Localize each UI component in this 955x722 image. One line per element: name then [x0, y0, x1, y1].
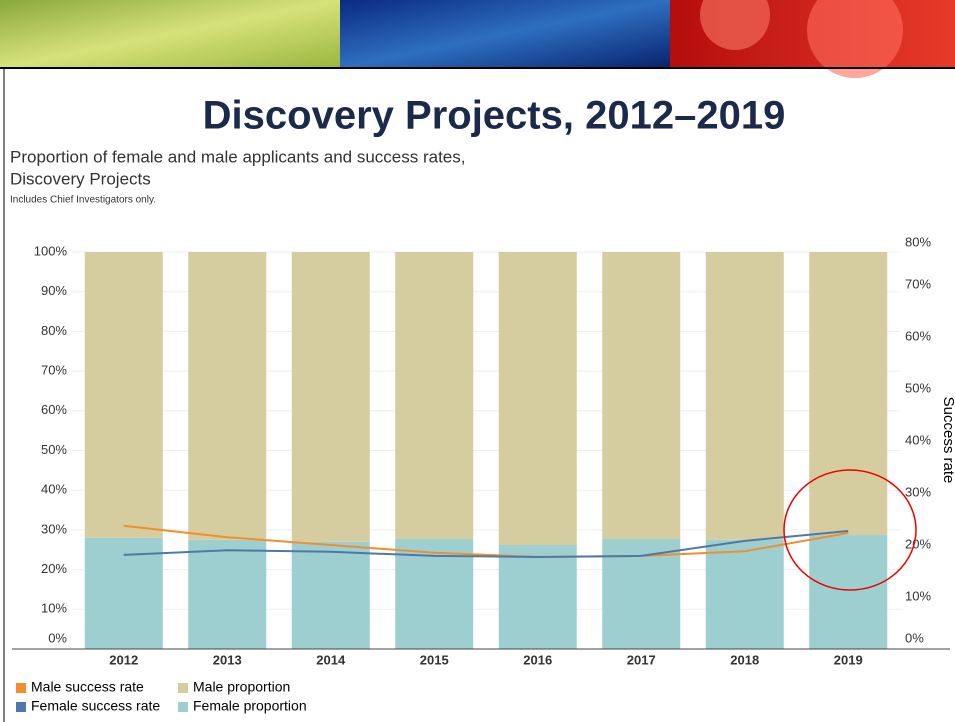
y2-tick-label: 0% — [905, 630, 924, 645]
x-tick-label: 2014 — [316, 652, 346, 667]
y2-tick-label: 80% — [905, 234, 931, 249]
legend-label: Female proportion — [193, 698, 307, 714]
subtitle: Discovery Projects — [10, 169, 151, 188]
bar-segment — [188, 252, 266, 540]
y2-tick-label: 50% — [905, 380, 931, 395]
y2-tick-label: 40% — [905, 432, 931, 447]
note: Includes Chief Investigators only. — [10, 195, 156, 206]
x-tick-label: 2012 — [109, 652, 138, 667]
bar-segment — [499, 545, 577, 649]
legend-swatch — [16, 683, 26, 693]
bar-segment — [188, 540, 266, 649]
banner — [0, 0, 955, 78]
y-tick-label: 60% — [41, 402, 67, 417]
bar-segment — [499, 252, 577, 545]
slide: Discovery Projects, 2012–2019 Proportion… — [0, 0, 955, 722]
y2-tick-label: 20% — [905, 536, 931, 551]
bar-segment — [85, 252, 163, 538]
legend-label: Female success rate — [31, 698, 160, 714]
y-tick-label: 70% — [41, 363, 67, 378]
bar-segment — [292, 252, 370, 542]
legend-swatch — [16, 702, 26, 712]
y2-tick-label: 10% — [905, 588, 931, 603]
y-tick-label: 90% — [41, 283, 67, 298]
legend-label: Male success rate — [31, 679, 144, 695]
bar-segment — [706, 540, 784, 649]
y-tick-label: 0% — [48, 630, 67, 645]
bar-segment — [395, 252, 473, 539]
y2-tick-label: 70% — [905, 276, 931, 291]
x-tick-label: 2016 — [523, 652, 552, 667]
y-tick-label: 100% — [34, 243, 68, 258]
x-tick-label: 2017 — [627, 652, 656, 667]
legend-label: Male proportion — [193, 679, 290, 695]
x-tick-label: 2019 — [834, 652, 863, 667]
bar-segment — [706, 252, 784, 540]
x-tick-label: 2013 — [213, 652, 242, 667]
y-tick-label: 30% — [41, 521, 67, 536]
y-tick-label: 20% — [41, 561, 67, 576]
legend-swatch — [178, 683, 188, 693]
y-tick-label: 80% — [41, 323, 67, 338]
y-tick-label: 10% — [41, 601, 67, 616]
x-tick-label: 2018 — [730, 652, 759, 667]
bar-segment — [809, 535, 887, 649]
subtitle: Proportion of female and male applicants… — [10, 147, 465, 166]
bar-segment — [602, 252, 680, 539]
x-tick-label: 2015 — [420, 652, 449, 667]
bar-segment — [292, 542, 370, 649]
plot: 0% 10% 20% 30% 40% 50% 60% 70% 80% 90% 100% 0% 10% 20… — [12, 234, 950, 713]
y2-tick-label: 30% — [905, 484, 931, 499]
y-tick-label: 40% — [41, 482, 67, 497]
y2-axis-title: Success rate — [940, 397, 955, 484]
bar-segment — [809, 252, 887, 535]
y2-tick-label: 60% — [905, 328, 931, 343]
y-tick-label: 50% — [41, 442, 67, 457]
slide-title: Discovery Projects, 2012–2019 — [203, 94, 786, 138]
legend-swatch — [178, 702, 188, 712]
